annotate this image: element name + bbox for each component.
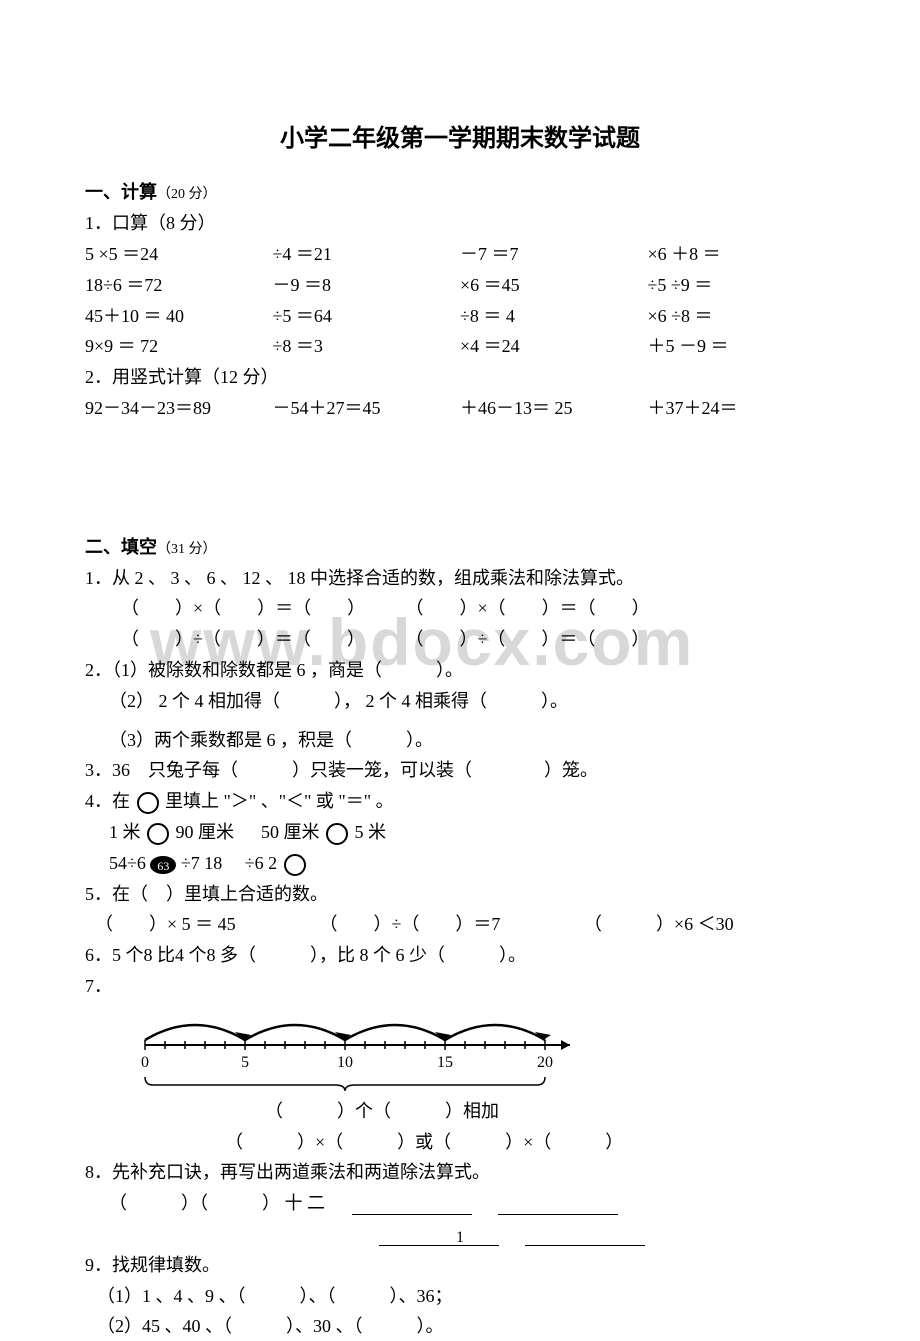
section-2-label: 二、填空 xyxy=(85,537,157,557)
q3: 3．36 只兔子每（ ）只装一笼，可以装（ ）笼。 xyxy=(85,756,835,785)
calc-cell: ÷5 ÷9 ＝ xyxy=(648,271,836,300)
q1-expr: （ ）×（ ）＝（ ） xyxy=(121,594,401,623)
q5-item: （ ）×6 ＜30 xyxy=(584,914,734,934)
sub-1-2-label: 2．用竖式计算 xyxy=(85,367,202,387)
svg-text:0: 0 xyxy=(141,1054,149,1071)
q4-label: 4．在 里填上 "＞" 、"＜" 或 "＝" 。 xyxy=(85,787,835,816)
section-1-points: （20 分） xyxy=(157,187,217,202)
calc-cell: ÷4 ＝21 xyxy=(273,240,461,269)
q8-text: （ ）（ ） 十 二 xyxy=(109,1193,325,1213)
calc-cell: ×6 ÷8 ＝ xyxy=(648,302,836,331)
q1-line1: （ ）×（ ）＝（ ） （ ）×（ ）＝（ ） xyxy=(85,594,835,623)
q9-p2: （2）45 、40 、（ ）、30 、（ ）。 xyxy=(85,1312,835,1341)
calc-row-3: 45＋10 ＝ 40 ÷5 ＝64 ÷8 ＝ 4 ×6 ÷8 ＝ xyxy=(85,302,835,331)
calc-cell: ＋37＋24＝ xyxy=(648,394,836,423)
q1-expr: （ ）×（ ）＝（ ） xyxy=(406,598,650,618)
vertical-calc-row: 92－34－23＝89 －54＋27＝45 ＋46－13＝ 25 ＋37＋24＝ xyxy=(85,394,835,423)
q9-p1: （1）1 、4 、9 、（ ）、（ ）、36； xyxy=(85,1282,835,1311)
circle-icon xyxy=(147,823,169,845)
page-content: 小学二年级第一学期期末数学试题 一、计算（20 分） 1．口算（8 分） 5 ×… xyxy=(85,120,835,1341)
q4-text: ÷6 2 xyxy=(245,853,277,873)
numberline-diagram: 0 5 10 15 20 xyxy=(125,1005,835,1095)
q6: 6．5 个8 比4 个8 多（ ），比 8 个 6 少（ ）。 xyxy=(85,941,835,970)
q5-item: （ ）× 5 ＝ 45 xyxy=(95,910,315,939)
q4-line2: 54÷6 63 ÷7 18 ÷6 2 xyxy=(85,849,835,878)
sub-1-1-label: 1．口算 xyxy=(85,213,148,233)
calc-cell: －9 ＝8 xyxy=(273,271,461,300)
q4-text: 50 厘米 xyxy=(261,822,320,842)
q7-label: 7． xyxy=(85,972,835,1001)
q8-label: 8．先补充口诀，再写出两道乘法和两道除法算式。 xyxy=(85,1158,835,1187)
underline-blank xyxy=(352,1195,472,1215)
calc-row-1: 5 ×5 ＝24 ÷4 ＝21 －7 ＝7 ×6 ＋8 ＝ xyxy=(85,240,835,269)
circle-icon xyxy=(137,792,159,814)
q2-p2: （2） 2 个 4 相加得（ ）， 2 个 4 相乘得（ ）。 xyxy=(85,687,835,716)
q2-p1: 2．（1）被除数和除数都是 6 ，商是（ ）。 xyxy=(85,656,835,685)
q1-expr: （ ）÷（ ）＝（ ） xyxy=(121,625,401,654)
calc-cell: 9×9 ＝ 72 xyxy=(85,332,273,361)
calc-cell: －54＋27＝45 xyxy=(273,394,461,423)
underline-blank xyxy=(525,1226,645,1246)
q5-item: （ ）÷（ ）＝7 xyxy=(320,910,580,939)
calc-cell: ＋5 －9 ＝ xyxy=(648,332,836,361)
calc-cell: 92－34－23＝89 xyxy=(85,394,273,423)
q5-items: （ ）× 5 ＝ 45 （ ）÷（ ）＝7 （ ）×6 ＜30 xyxy=(85,910,835,939)
section-1-label: 一、计算 xyxy=(85,182,157,202)
svg-text:20: 20 xyxy=(537,1054,553,1071)
underline-blank xyxy=(498,1195,618,1215)
q4-text: 5 米 xyxy=(355,822,387,842)
numberline-svg: 0 5 10 15 20 xyxy=(125,1005,605,1095)
svg-text:5: 5 xyxy=(241,1054,249,1071)
q4-text: ÷7 18 xyxy=(181,853,222,873)
q4-post: 里填上 "＞" 、"＜" 或 "＝" 。 xyxy=(165,791,394,811)
section-2-header: 二、填空（31 分） xyxy=(85,533,835,562)
calc-cell: ×6 ＋8 ＝ xyxy=(648,240,836,269)
calc-cell: 18÷6 ＝72 xyxy=(85,271,273,300)
sub-1-2-header: 2．用竖式计算（12 分） xyxy=(85,363,835,392)
q7-line2: （ ）×（ ）或（ ）×（ ） xyxy=(85,1128,835,1157)
q4-text: 90 厘米 xyxy=(176,822,235,842)
q4-text: 1 米 xyxy=(109,822,141,842)
q4-pre: 4．在 xyxy=(85,791,130,811)
calc-cell: ÷8 ＝3 xyxy=(273,332,461,361)
underline-blank xyxy=(379,1226,499,1246)
q8-blanks-2 xyxy=(85,1220,835,1249)
calc-cell: ＋46－13＝ 25 xyxy=(460,394,648,423)
circle-icon xyxy=(326,823,348,845)
sub-1-1-points: （8 分） xyxy=(148,213,216,233)
section-1-header: 一、计算（20 分） xyxy=(85,178,835,207)
q9-label: 9．找规律填数。 xyxy=(85,1251,835,1280)
q5-label: 5．在（ ）里填上合适的数。 xyxy=(85,880,835,909)
q4-text: 54÷6 xyxy=(109,853,146,873)
svg-text:10: 10 xyxy=(337,1054,353,1071)
calc-row-2: 18÷6 ＝72 －9 ＝8 ×6 ＝45 ÷5 ÷9 ＝ xyxy=(85,271,835,300)
q1-label: 1．从 2 、 3 、 6 、 12 、 18 中选择合适的数，组成乘法和除法算… xyxy=(85,564,835,593)
calc-cell: －7 ＝7 xyxy=(460,240,648,269)
calc-cell: 5 ×5 ＝24 xyxy=(85,240,273,269)
calc-cell: ÷8 ＝ 4 xyxy=(460,302,648,331)
page-title: 小学二年级第一学期期末数学试题 xyxy=(85,120,835,158)
circle-icon xyxy=(284,854,306,876)
calc-row-4: 9×9 ＝ 72 ÷8 ＝3 ×4 ＝24 ＋5 －9 ＝ xyxy=(85,332,835,361)
sub-1-1-header: 1．口算（8 分） xyxy=(85,209,835,238)
q4-line1: 1 米 90 厘米 50 厘米 5 米 xyxy=(85,818,835,847)
calc-cell: ÷5 ＝64 xyxy=(273,302,461,331)
sub-1-2-points: （12 分） xyxy=(202,367,279,387)
calc-cell: 45＋10 ＝ 40 xyxy=(85,302,273,331)
q7-line1: （ ）个（ ）相加 xyxy=(85,1097,835,1126)
section-2-points: （31 分） xyxy=(157,542,217,557)
svg-text:15: 15 xyxy=(437,1054,453,1071)
calc-cell: ×4 ＝24 xyxy=(460,332,648,361)
calc-cell: ×6 ＝45 xyxy=(460,271,648,300)
q8-blanks: （ ）（ ） 十 二 xyxy=(85,1189,835,1218)
q1-line2: （ ）÷（ ）＝（ ） （ ）÷（ ）＝（ ） xyxy=(85,625,835,654)
oval-filled-icon: 63 xyxy=(150,856,176,874)
q2-p3: （3）两个乘数都是 6 ，积是（ ）。 xyxy=(85,726,835,755)
q1-expr: （ ）÷（ ）＝（ ） xyxy=(406,629,650,649)
